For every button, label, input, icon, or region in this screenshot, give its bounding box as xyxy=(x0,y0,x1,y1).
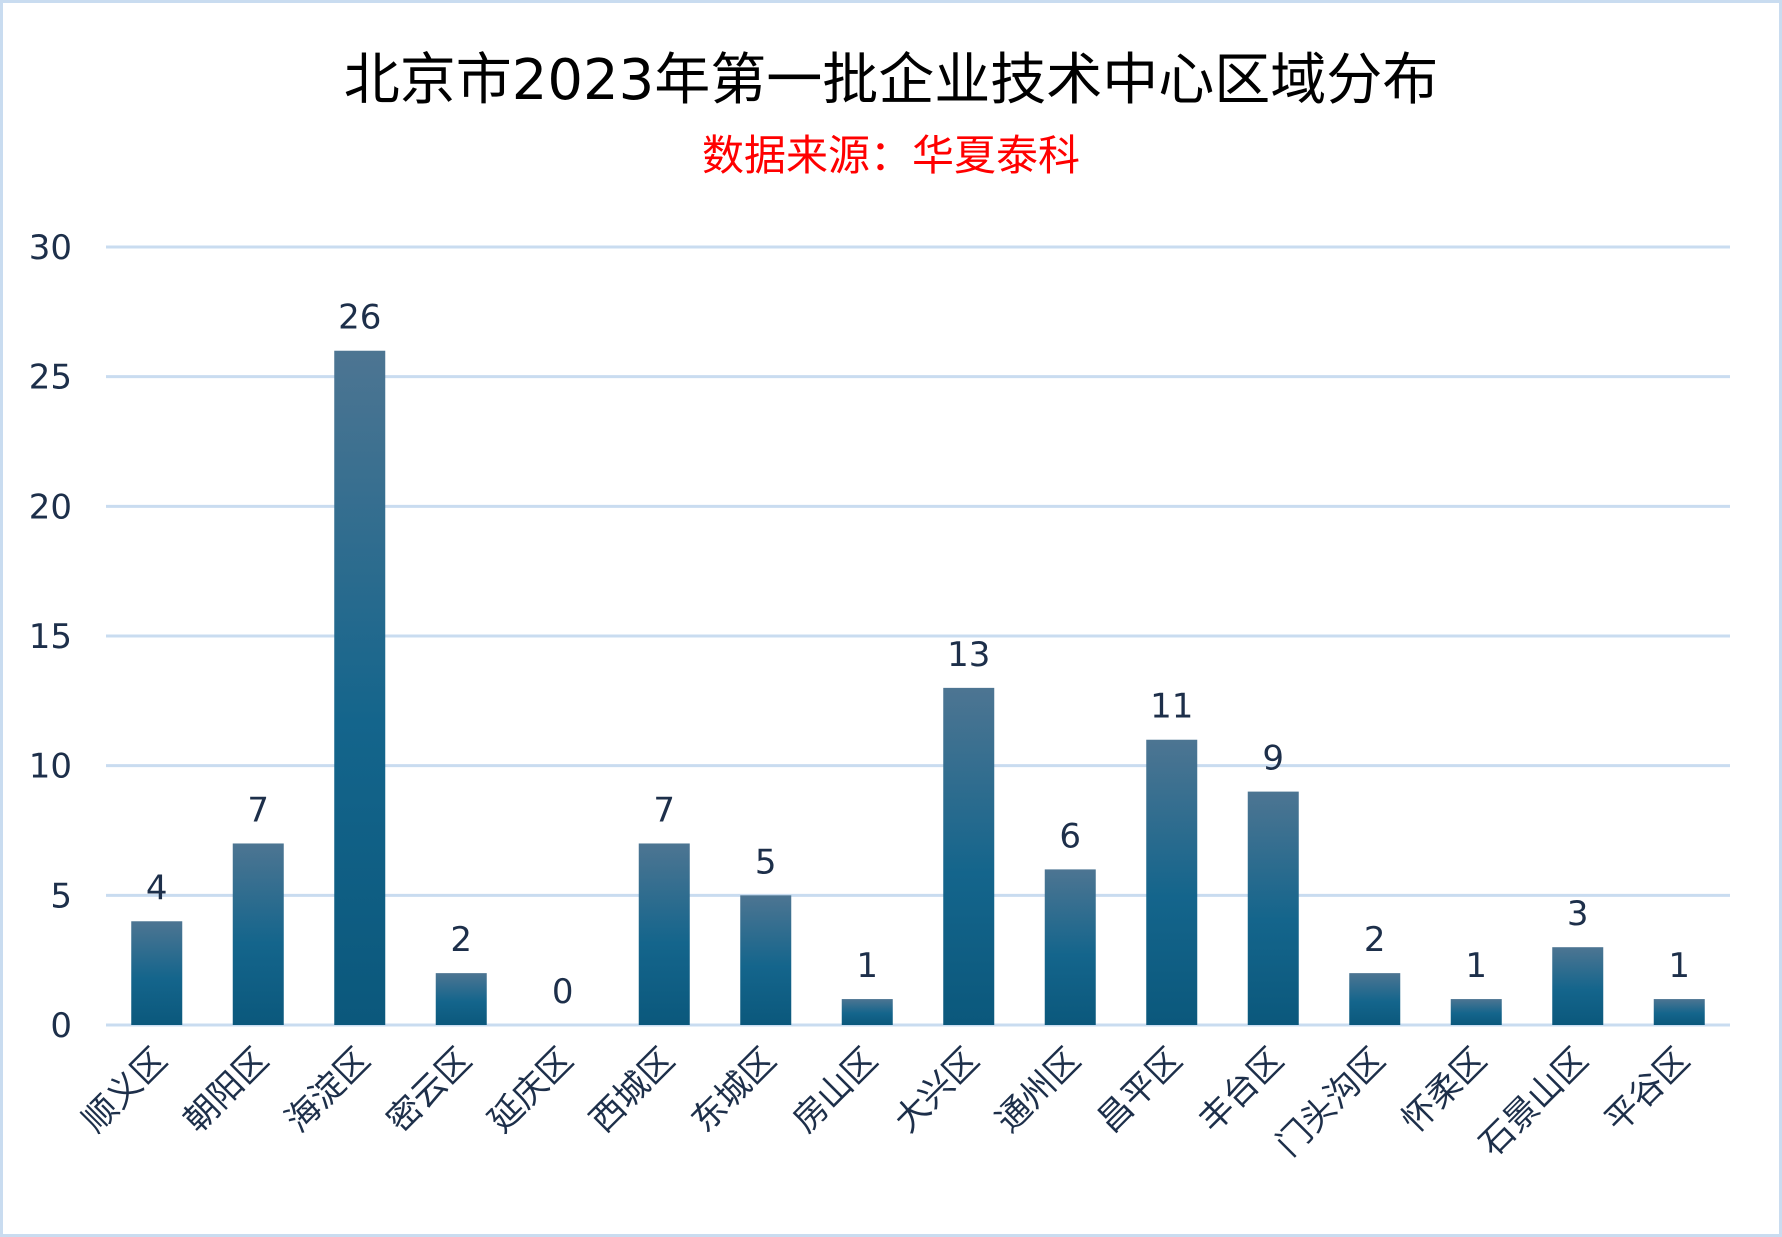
bar xyxy=(1552,947,1604,1025)
data-label: 6 xyxy=(1059,816,1081,856)
x-tick-label: 海淀区 xyxy=(278,1040,378,1140)
bar xyxy=(1044,869,1096,1025)
data-label: 5 xyxy=(755,842,777,882)
bar xyxy=(232,843,284,1025)
x-tick-label: 延庆区 xyxy=(481,1040,581,1140)
y-tick-label: 30 xyxy=(29,228,72,268)
data-label: 1 xyxy=(856,946,878,986)
y-tick-label: 20 xyxy=(29,487,72,527)
bar xyxy=(841,999,893,1025)
bar xyxy=(131,921,183,1025)
x-tick-label: 密云区 xyxy=(379,1040,479,1140)
data-label: 11 xyxy=(1150,687,1193,727)
x-tick-label: 朝阳区 xyxy=(176,1040,276,1140)
x-tick-label: 顺义区 xyxy=(75,1040,175,1140)
bar xyxy=(1349,973,1401,1025)
bar xyxy=(1146,739,1198,1025)
bar xyxy=(638,843,690,1025)
y-tick-label: 15 xyxy=(29,617,72,657)
x-tick-label: 东城区 xyxy=(684,1040,784,1140)
y-tick-label: 25 xyxy=(29,358,72,398)
y-tick-label: 0 xyxy=(50,1006,72,1046)
data-label: 0 xyxy=(552,972,574,1012)
data-label: 7 xyxy=(247,790,269,830)
data-label: 1 xyxy=(1668,946,1690,986)
bar xyxy=(1247,791,1299,1025)
chart-title: 北京市2023年第一批企业技术中心区域分布 xyxy=(344,48,1439,113)
x-tick-label: 怀柔区 xyxy=(1394,1040,1494,1140)
bar xyxy=(1653,999,1705,1025)
data-label: 2 xyxy=(450,920,472,960)
chart-subtitle: 数据来源：华夏泰科 xyxy=(702,131,1080,180)
x-tick-label: 昌平区 xyxy=(1090,1040,1190,1140)
data-label: 9 xyxy=(1262,739,1284,779)
data-label: 1 xyxy=(1465,946,1487,986)
data-label: 7 xyxy=(653,790,675,830)
data-label: 13 xyxy=(947,635,990,675)
x-tick-label: 通州区 xyxy=(988,1040,1088,1140)
y-tick-label: 5 xyxy=(50,876,72,916)
x-tick-label: 房山区 xyxy=(785,1040,885,1140)
bar xyxy=(740,895,792,1025)
x-tick-label: 门头沟区 xyxy=(1269,1040,1393,1164)
data-label: 26 xyxy=(338,298,381,338)
bar xyxy=(435,973,487,1025)
x-tick-label: 西城区 xyxy=(582,1040,682,1140)
bar xyxy=(334,350,386,1025)
y-tick-label: 10 xyxy=(29,747,72,787)
bar xyxy=(943,687,995,1025)
x-tick-label: 大兴区 xyxy=(887,1040,987,1140)
data-label: 2 xyxy=(1364,920,1386,960)
data-label: 3 xyxy=(1567,894,1589,934)
x-tick-label: 平谷区 xyxy=(1597,1040,1697,1140)
bar xyxy=(1450,999,1502,1025)
data-label: 4 xyxy=(146,868,168,908)
x-tick-label: 石景山区 xyxy=(1472,1040,1596,1164)
x-tick-label: 丰台区 xyxy=(1191,1040,1291,1140)
